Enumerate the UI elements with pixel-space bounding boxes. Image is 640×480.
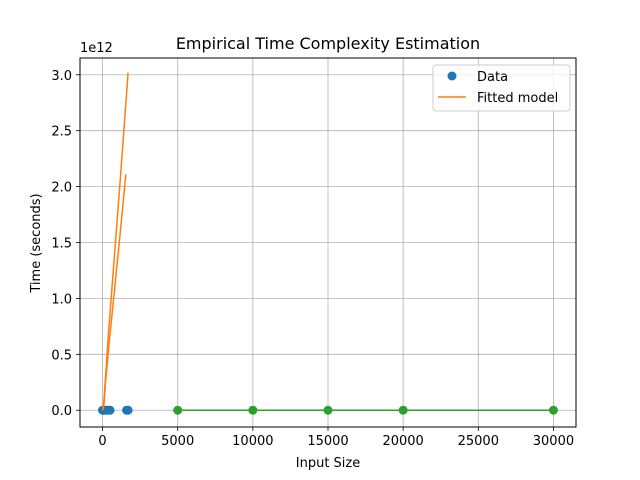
- y-tick-label: 0.0: [51, 404, 72, 419]
- y-tick-label: 1.0: [51, 292, 72, 307]
- x-tick-label: 5000: [161, 434, 194, 449]
- x-tick-label: 15000: [307, 434, 348, 449]
- legend: Data Fitted model: [433, 65, 570, 111]
- legend-fitted-label: Fitted model: [477, 91, 558, 106]
- x-tick-label: 25000: [458, 434, 499, 449]
- legend-data-label: Data: [477, 70, 508, 85]
- data-point-large-inputs: [248, 406, 257, 415]
- data-point-large-inputs: [324, 406, 333, 415]
- legend-data-marker: [448, 72, 457, 81]
- y-tick-label: 0.5: [51, 348, 72, 363]
- data-point-large-inputs: [173, 406, 182, 415]
- y-tick-label: 3.0: [51, 69, 72, 84]
- x-tick-label: 0: [98, 434, 106, 449]
- y-tick-label: 1.5: [51, 237, 72, 252]
- x-tick-label: 20000: [382, 434, 423, 449]
- y-axis-offset-label: 1e12: [80, 41, 113, 56]
- y-tick-label: 2.5: [51, 125, 72, 140]
- data-point-large-inputs: [549, 406, 558, 415]
- x-tick-label: 30000: [533, 434, 574, 449]
- y-axis-title: Time (seconds): [29, 193, 44, 293]
- x-axis-title: Input Size: [296, 456, 360, 471]
- data-point-data: [124, 406, 133, 415]
- data-point-data: [106, 406, 115, 415]
- x-tick-label: 10000: [232, 434, 273, 449]
- data-point-large-inputs: [399, 406, 408, 415]
- y-tick-label: 2.0: [51, 181, 72, 196]
- chart-title: Empirical Time Complexity Estimation: [176, 34, 480, 53]
